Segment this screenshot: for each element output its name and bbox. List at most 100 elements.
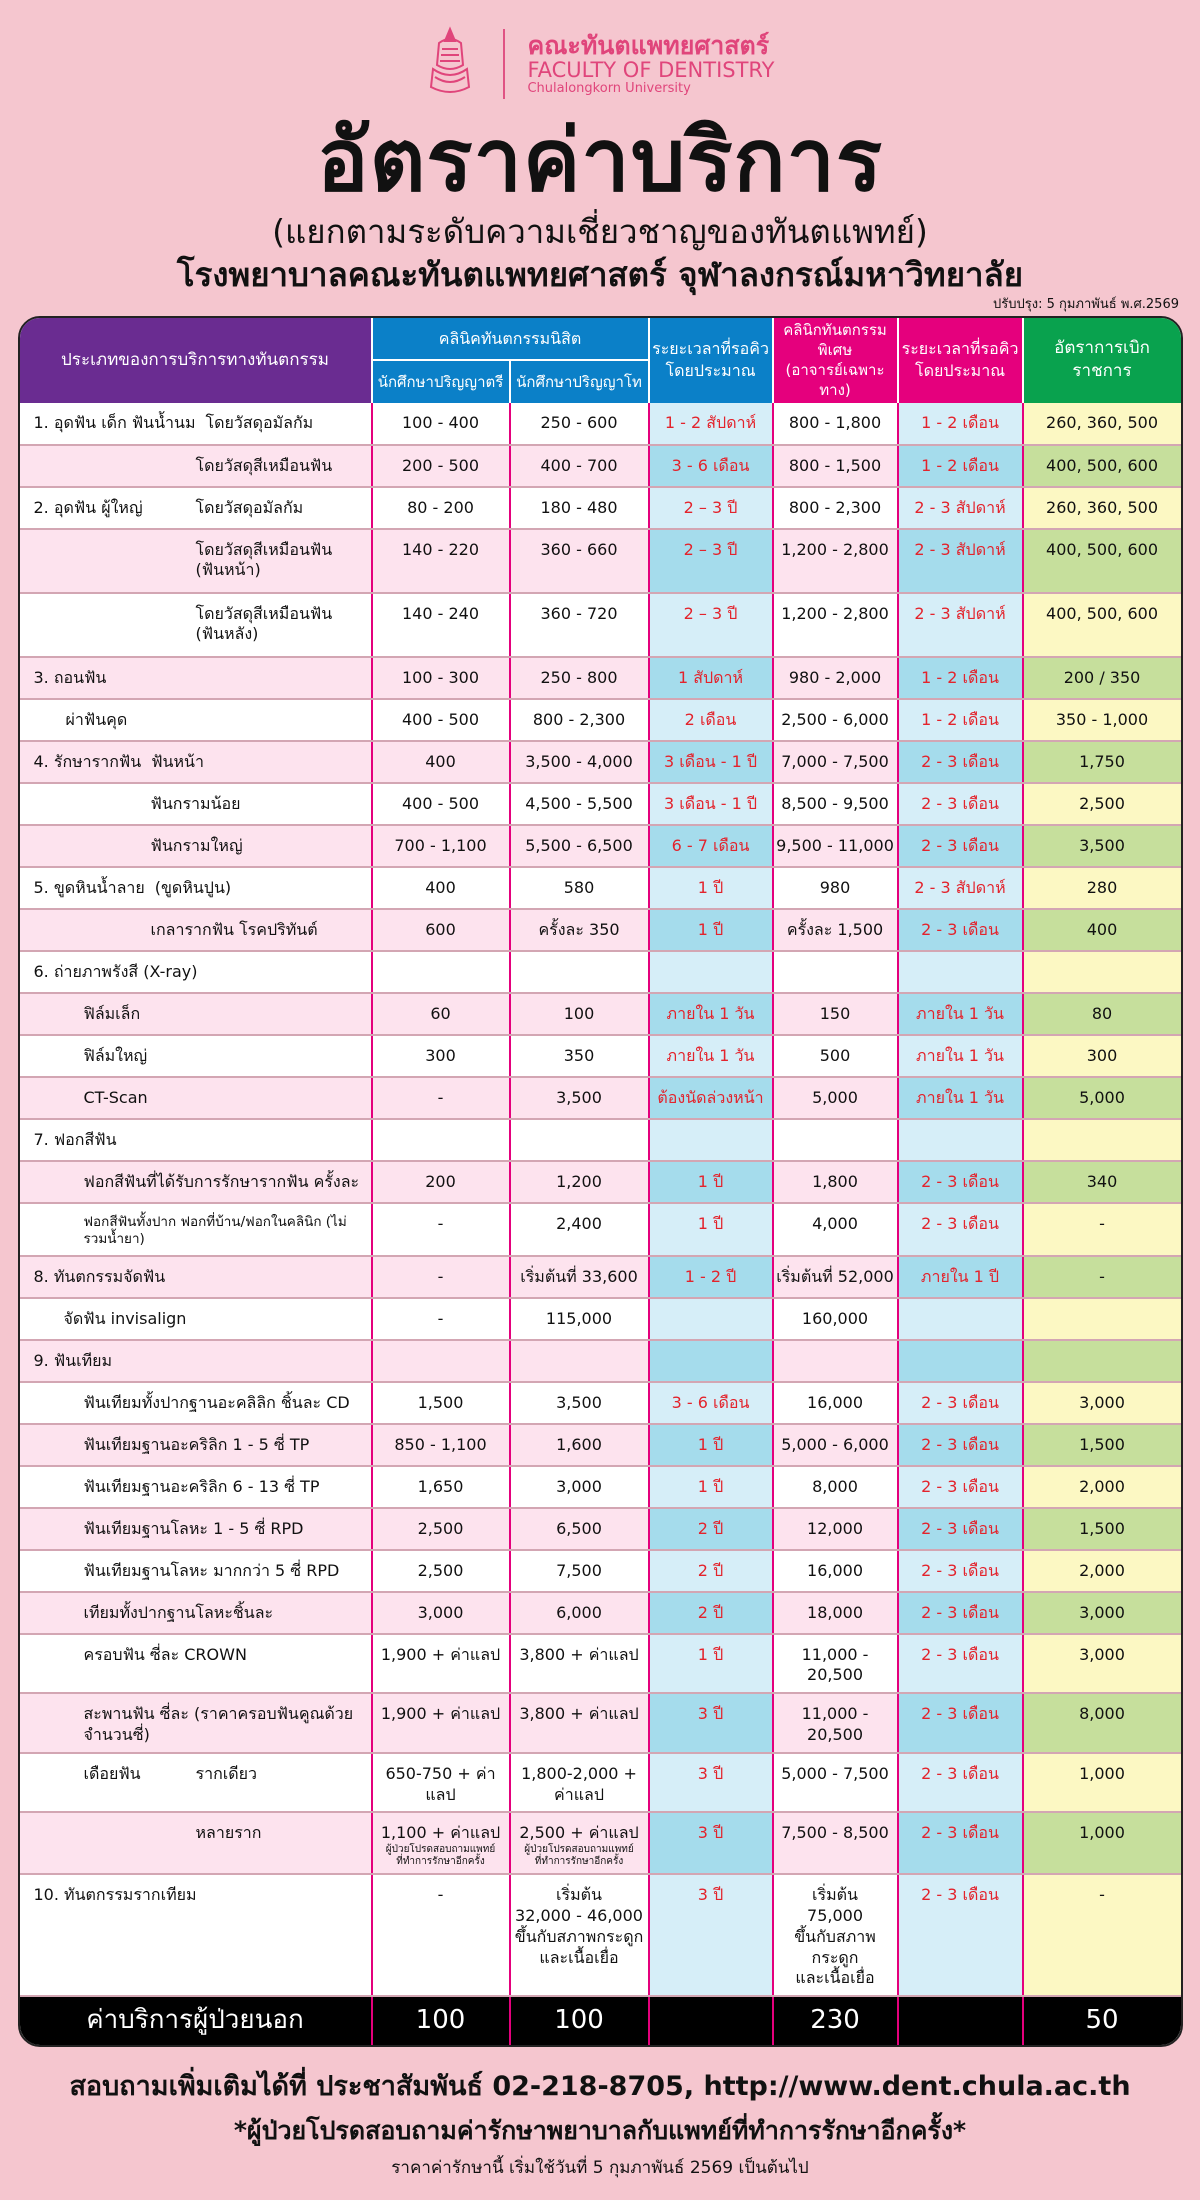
- service-subtype: หลายราก: [196, 1823, 367, 1844]
- grad-price-cell: 2,400: [508, 1202, 649, 1257]
- service-label: 10. ทันตกรรมรากเทียม: [19, 1874, 372, 1998]
- wait-time-2-cell: 2 - 3 สัปดาห์: [896, 866, 1023, 910]
- gov-rate-cell: 350 - 1,000: [1021, 698, 1181, 742]
- service-label: สะพานฟัน ซี่ละ (ราคาครอบฟันคูณด้วยจำนวนซ…: [19, 1693, 372, 1754]
- wait-time-1-cell: 6 - 7 เดือน: [647, 824, 773, 868]
- wait-time-2-cell: 2 - 3 เดือน: [896, 740, 1023, 784]
- service-label-row: เดือยฟัน รากเดียว: [34, 1764, 367, 1785]
- undergrad-price-cell: 400: [370, 866, 510, 910]
- service-name: 9. ฟันเทียม: [33, 1350, 113, 1370]
- service-label-row: ฟันกรามใหญ่: [34, 836, 367, 857]
- outpatient-fee-label: ค่าบริการผู้ป่วยนอก: [19, 1996, 372, 2046]
- service-label-row: 9. ฟันเทียม: [34, 1351, 367, 1372]
- grad-price-cell: 3,500: [508, 1076, 649, 1120]
- table-row: 1. อุดฟัน เด็ก ฟันน้ำนม โดยวัสดุอมัลกัม 10…: [19, 402, 1181, 446]
- gov-rate-cell: 5,000: [1021, 1076, 1181, 1120]
- wait-time-2-cell: 2 - 3 เดือน: [896, 1591, 1023, 1635]
- wait-time-1-cell: 1 ปี: [647, 1160, 773, 1204]
- price-line: 2,500 + ค่าแลป: [519, 1823, 639, 1843]
- price-line: เริ่มต้น: [556, 1885, 602, 1905]
- grad-price-cell: 1,800-2,000 + ค่าแลป: [508, 1752, 649, 1814]
- contact-info: สอบถามเพิ่มเติมได้ที่ ประชาสัมพันธ์ 02-2…: [69, 2071, 1131, 2103]
- chula-seal-icon: [430, 26, 471, 93]
- undergrad-price-cell: 3,000: [370, 1591, 510, 1635]
- wait-time-1-cell: 1 ปี: [647, 1202, 773, 1257]
- logo-thai-name: คณะทันตแพทยศาสตร์: [527, 30, 770, 60]
- service-subtype: โดยวัสดุสีเหมือนฟัน (ฟันหน้า): [196, 540, 367, 582]
- service-subtype-text: โดยวัสดุสีเหมือนฟัน: [195, 539, 333, 559]
- service-label-row: เทียมทั้งปากฐานโลหะชิ้นละ: [34, 1603, 367, 1624]
- wait-time-1-cell: 2 – 3 ปี: [647, 592, 773, 658]
- special-clinic-price-cell: 5,000 - 6,000: [771, 1423, 898, 1467]
- service-label-row: 8. ทันตกรรมจัดฟัน: [34, 1267, 367, 1288]
- wait-time-1-cell: [647, 1297, 773, 1341]
- wait-time-1-cell: 3 เดือน - 1 ปี: [647, 740, 773, 784]
- undergrad-price-cell: 1,100 + ค่าแลป ผู้ป่วยโปรดสอบถามแพทย์ ที่ท…: [370, 1812, 510, 1876]
- service-label-row: จัดฟัน invisalign: [34, 1309, 367, 1330]
- table-row: 8. ทันตกรรมจัดฟัน - เริ่มต้นที่ 33,600 1 - …: [19, 1255, 1181, 1299]
- service-label-row: 1. อุดฟัน เด็ก ฟันน้ำนม โดยวัสดุอมัลกัม: [34, 413, 367, 434]
- service-label: ฟันเทียมฐานโลหะ 1 - 5 ซี่ RPD: [19, 1507, 372, 1551]
- service-label-row: 4. รักษารากฟัน ฟันหน้า: [34, 752, 367, 773]
- special-clinic-price-cell: 800 - 2,300: [771, 486, 898, 530]
- service-name: 1. อุดฟัน เด็ก ฟันน้ำนม: [33, 412, 196, 432]
- gov-rate-cell: 200 / 350: [1021, 656, 1181, 700]
- wait-time-2-cell: 2 - 3 เดือน: [896, 1752, 1023, 1814]
- grad-price-cell: เริ่มต้นที่ 33,600: [508, 1255, 649, 1299]
- service-name: 3. ถอนฟัน: [33, 667, 107, 687]
- service-subtype: (ขูดหินปูน): [155, 878, 367, 899]
- service-name: 7. ฟอกสีฟัน: [33, 1129, 117, 1149]
- header-special-clinic-line: (อาจารย์เฉพาะทาง): [785, 361, 885, 400]
- service-label: 3. ถอนฟัน: [19, 656, 372, 700]
- service-label: ฟันเทียมฐานโลหะ มากกว่า 5 ซี่ RPD: [19, 1549, 372, 1593]
- outpatient-fee-wait-time-2: [896, 1996, 1023, 2046]
- wait-time-1-cell: 2 ปี: [647, 1549, 773, 1593]
- outpatient-fee-special-clinic-price: 230: [771, 1996, 898, 2046]
- wait-time-2-cell: 2 - 3 เดือน: [896, 824, 1023, 868]
- special-clinic-price-cell: 150: [771, 992, 898, 1036]
- wait-time-2-cell: ภายใน 1 วัน: [896, 1034, 1023, 1078]
- wait-time-1-cell: 3 ปี: [647, 1693, 773, 1754]
- service-label: โดยวัสดุสีเหมือนฟัน: [19, 444, 372, 488]
- service-label-row: ฟิล์มใหญ่: [34, 1046, 367, 1067]
- service-subtype: โดยวัสดุอมัลกัม: [206, 413, 367, 434]
- service-label-row: ผ่าฟันคุด: [34, 710, 367, 731]
- service-label: 1. อุดฟัน เด็ก ฟันน้ำนม โดยวัสดุอมัลกัม: [19, 402, 372, 446]
- table-row: ฟันเทียมฐานอะคริลิก 6 - 13 ซี่ TP 1,650 3,…: [19, 1465, 1181, 1509]
- service-label-row: ฟอกสีฟันทั้งปาก ฟอกที่บ้าน/ฟอกในคลินิก (…: [34, 1214, 367, 1249]
- service-name: จัดฟัน invisalign: [63, 1308, 187, 1328]
- service-name: สะพานฟัน ซี่ละ (ราคาครอบฟันคูณด้วยจำนวนซ…: [83, 1704, 354, 1745]
- gov-rate-cell: 80: [1021, 992, 1181, 1036]
- undergrad-price-cell: 140 - 240: [370, 592, 510, 658]
- undergrad-price-cell: 100 - 400: [370, 402, 510, 446]
- undergrad-price-cell: 140 - 220: [370, 528, 510, 594]
- service-label: CT-Scan: [19, 1076, 372, 1120]
- header-gov-rate: อัตราการเบิกราชการ: [1021, 317, 1181, 403]
- service-subtype: โดยวัสดุสีเหมือนฟัน: [196, 456, 367, 477]
- table-row: เทียมทั้งปากฐานโลหะชิ้นละ 3,000 6,000 2 ปี 1…: [19, 1591, 1181, 1635]
- undergrad-price-cell: 400 - 500: [370, 698, 510, 742]
- grad-price-cell: 5,500 - 6,500: [508, 824, 649, 868]
- gov-rate-cell: -: [1021, 1874, 1181, 1998]
- gov-rate-cell: 280: [1021, 866, 1181, 910]
- service-name: เทียมทั้งปากฐานโลหะชิ้นละ: [83, 1602, 274, 1622]
- table-row: 9. ฟันเทียม: [19, 1339, 1181, 1383]
- logo-university: Chulalongkorn University: [527, 81, 691, 97]
- table-row: ฟันกรามน้อย 400 - 500 4,500 - 5,500 3 เดือน…: [19, 782, 1181, 826]
- header-student-clinic: คลินิคทันตกรรมนิสิต: [370, 317, 649, 361]
- table-row: หลายราก 1,100 + ค่าแลป ผู้ป่วยโปรดสอบถามแพ…: [19, 1812, 1181, 1876]
- undergrad-price-cell: 400: [370, 740, 510, 784]
- service-name: 6. ถ่ายภาพรังสี (X-ray): [33, 961, 198, 981]
- wait-time-2-cell: 2 - 3 เดือน: [896, 1693, 1023, 1754]
- table-row: ฟอกสีฟันที่ได้รับการรักษารากฟัน ครั้งละ 2…: [19, 1160, 1181, 1204]
- service-label: หลายราก: [19, 1812, 372, 1876]
- service-name: ผ่าฟันคุด: [65, 709, 128, 729]
- gov-rate-cell: 1,500: [1021, 1423, 1181, 1467]
- service-name: ครอบฟัน ซี่ละ CROWN: [83, 1644, 247, 1664]
- undergrad-price-cell: 850 - 1,100: [370, 1423, 510, 1467]
- special-clinic-price-cell: 4,000: [771, 1202, 898, 1257]
- grad-price-cell: 360 - 720: [508, 592, 649, 658]
- wait-time-2-cell: 1 - 2 เดือน: [896, 698, 1023, 742]
- wait-time-2-cell: [896, 1339, 1023, 1383]
- wait-time-2-cell: 2 - 3 เดือน: [896, 1423, 1023, 1467]
